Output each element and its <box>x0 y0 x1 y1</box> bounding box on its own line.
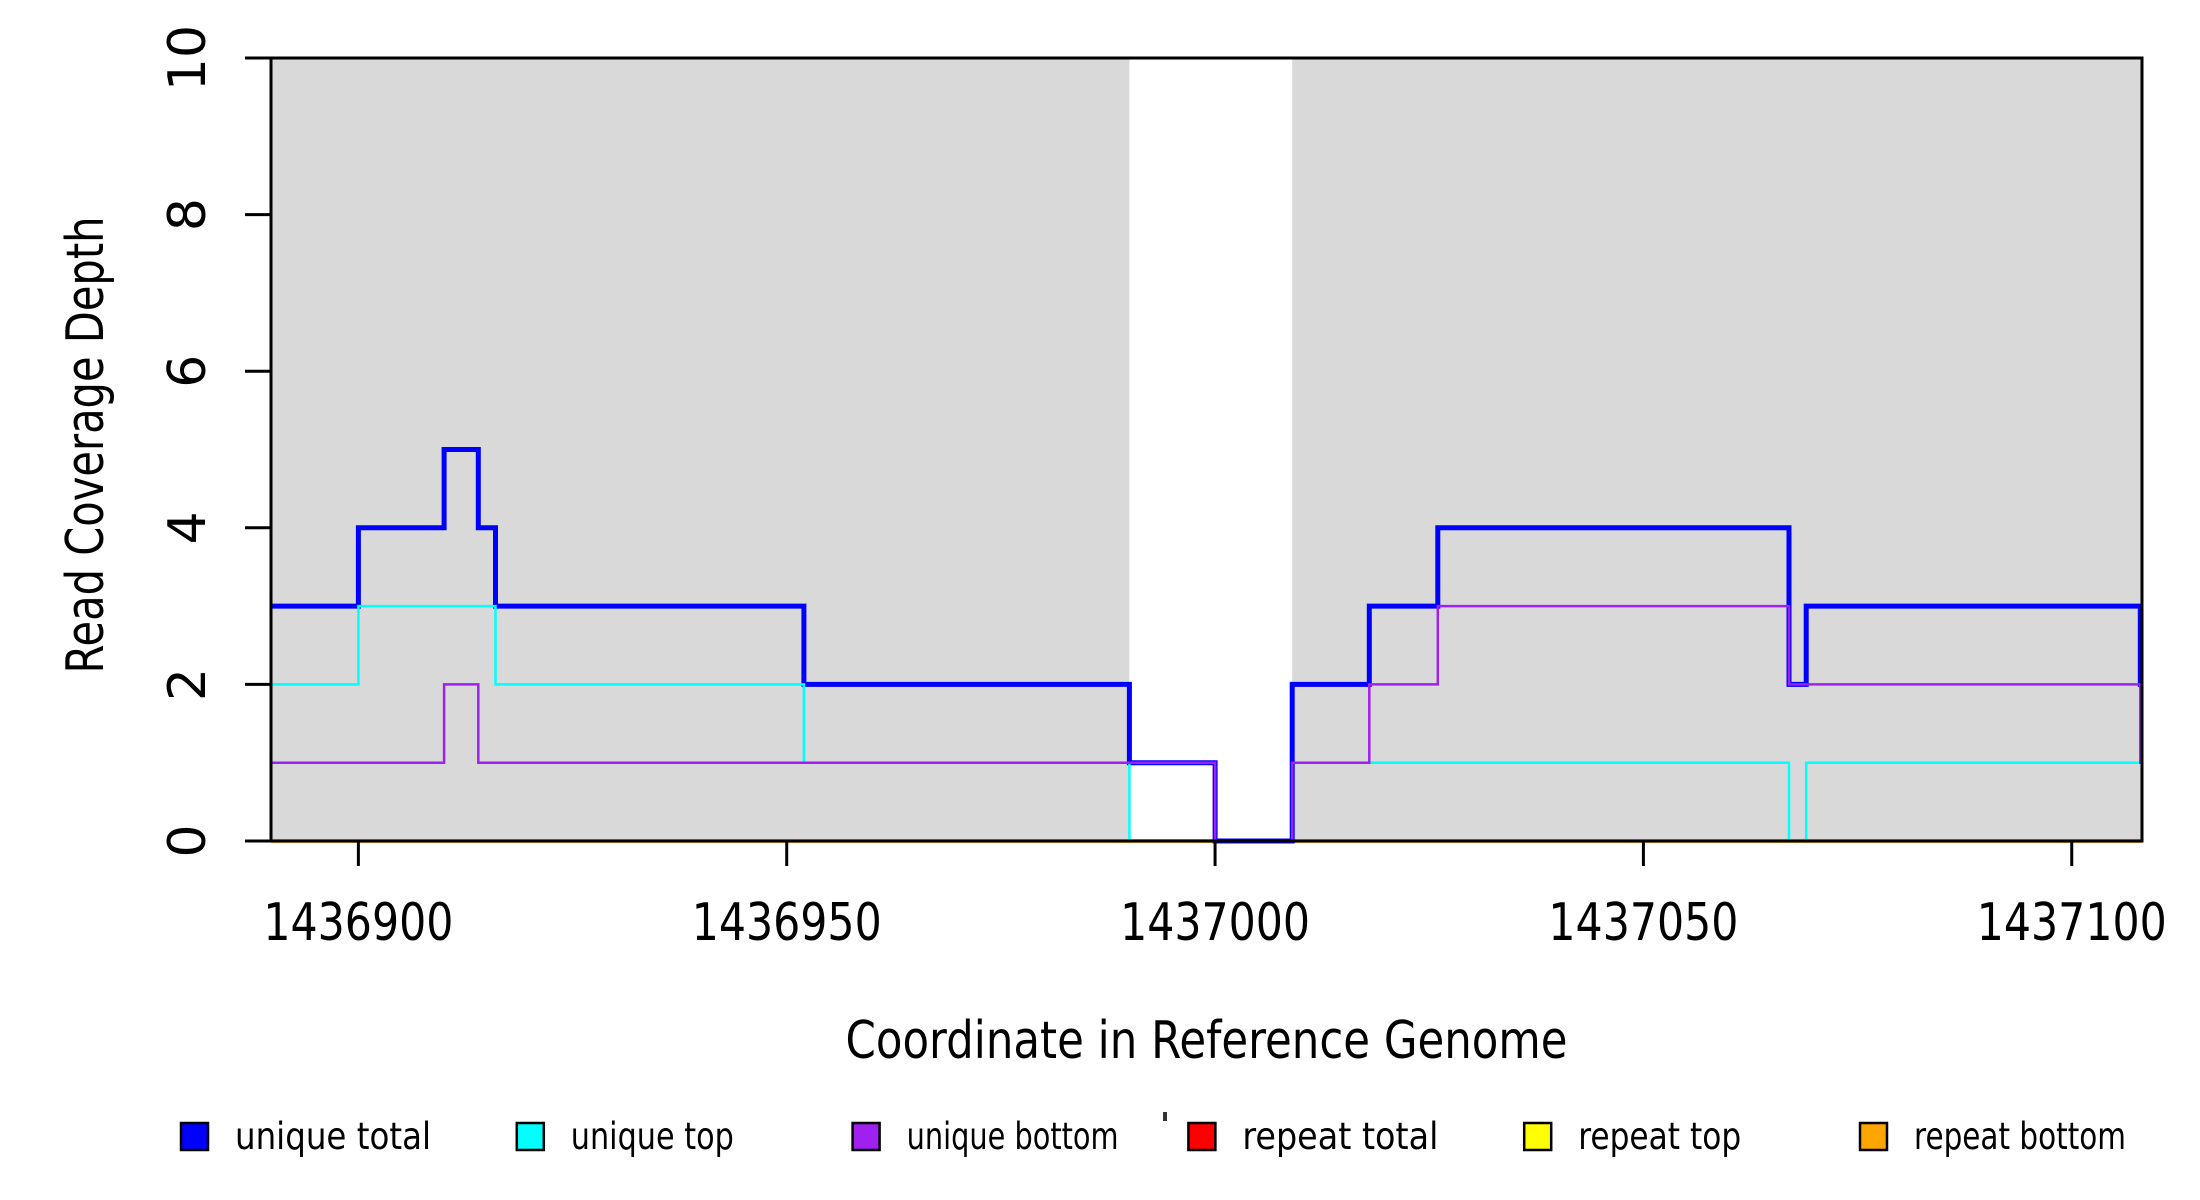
legend-swatch-repeat-top <box>1522 1121 1553 1152</box>
legend-swatch-unique-top <box>515 1121 546 1152</box>
x-tick-label: 1437050 <box>1548 893 1738 953</box>
legend-swatch-unique-total <box>179 1121 210 1152</box>
legend-label-unique-total: unique total <box>235 1115 431 1158</box>
y-tick-label: 2 <box>158 668 218 701</box>
y-tick-label: 0 <box>158 824 218 857</box>
y-axis-title: Read Coverage Depth <box>56 217 116 674</box>
plot-box <box>269 56 2144 843</box>
legend-swatch-repeat-bottom <box>1858 1121 1889 1152</box>
x-axis-title: Coordinate in Reference Genome <box>846 1011 1568 1071</box>
y-tick-label: 10 <box>158 25 218 91</box>
legend-label-repeat-total: repeat total <box>1242 1115 1438 1158</box>
stray-mark <box>1163 1112 1167 1121</box>
legend-swatch-unique-bottom <box>851 1121 881 1152</box>
legend-label-unique-top: unique top <box>571 1115 734 1158</box>
x-tick-label: 1437000 <box>1120 893 1310 953</box>
legend-swatch-repeat-total <box>1187 1121 1217 1152</box>
mappable-region-left <box>271 58 1130 841</box>
x-tick-label: 1436900 <box>263 893 453 953</box>
y-tick-label: 6 <box>158 355 218 388</box>
x-tick-label: 1436950 <box>692 893 882 953</box>
series-line-unique-bottom <box>271 604 2142 843</box>
x-tick-label: 1437100 <box>1977 893 2167 953</box>
legend-label-repeat-top: repeat top <box>1578 1115 1741 1158</box>
legend-label-repeat-bottom: repeat bottom <box>1914 1115 2126 1158</box>
y-tick-label: 8 <box>158 198 218 231</box>
y-tick-label: 4 <box>158 511 218 544</box>
mappable-region-right <box>1292 58 2142 841</box>
legend-label-unique-bottom: unique bottom <box>907 1115 1119 1158</box>
